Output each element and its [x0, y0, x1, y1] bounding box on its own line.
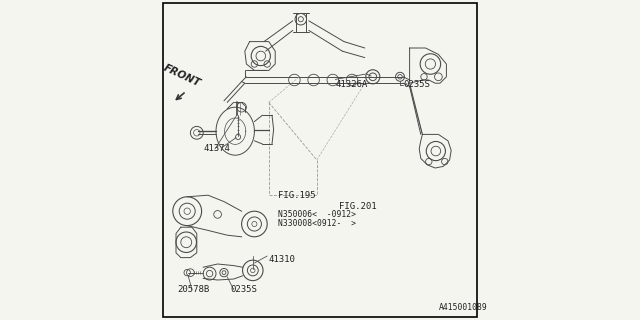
Text: 41326A: 41326A — [335, 80, 367, 89]
Text: N330008<0912-  >: N330008<0912- > — [278, 220, 356, 228]
Text: 0235S: 0235S — [230, 285, 257, 294]
Text: 20578B: 20578B — [178, 285, 210, 294]
Text: A415001089: A415001089 — [438, 303, 487, 312]
Text: 41310: 41310 — [269, 255, 296, 264]
Text: 41374: 41374 — [204, 144, 230, 153]
Text: FIG.195: FIG.195 — [278, 191, 316, 200]
Text: FIG.201: FIG.201 — [339, 202, 376, 211]
Text: FRONT: FRONT — [162, 63, 202, 89]
Text: 0235S: 0235S — [403, 80, 430, 89]
Text: N350006<  -0912>: N350006< -0912> — [278, 210, 356, 219]
